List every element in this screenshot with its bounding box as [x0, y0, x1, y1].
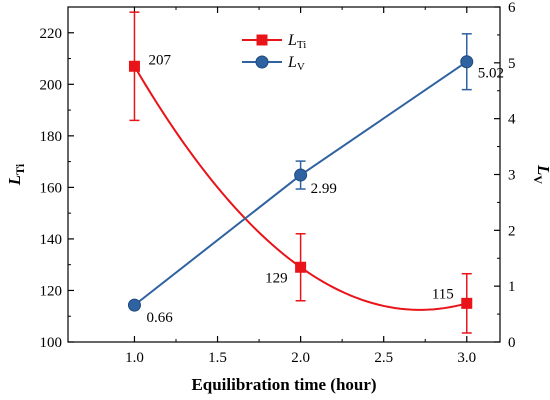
y-right-title-main: L: [534, 164, 550, 175]
y-left-tick-label: 100: [40, 335, 63, 351]
y-axis-right-title: LV: [531, 164, 550, 184]
legend-label-sub: V: [297, 61, 305, 73]
x-tick-label: 1.5: [208, 350, 227, 366]
y-left-title-sub: Ti: [13, 163, 27, 175]
y-left-tick-label: 180: [40, 129, 63, 145]
legend-marker-circle: [255, 55, 269, 69]
series-1: [128, 11, 473, 334]
y-right-tick-label: 6: [508, 0, 516, 16]
y-left-tick-label: 120: [40, 283, 63, 299]
y-left-tick-label: 140: [40, 232, 63, 248]
y-right-tick-label: 1: [508, 279, 516, 295]
legend-label-main: L: [287, 32, 297, 49]
data-label: 2.99: [311, 181, 337, 197]
data-label: 5.02: [478, 66, 504, 82]
axis-ticks: 1.0 1.5 2.0 2.5 3.0 100 120 140 160 180 200 220 0 1 2 3…: [40, 0, 517, 366]
y-right-tick-label: 0: [508, 335, 516, 351]
legend-label-main: L: [287, 54, 297, 71]
legend-entry-1: LTi: [242, 32, 306, 51]
data-label: 115: [432, 286, 454, 302]
y-left-title-main: L: [5, 175, 24, 186]
x-tick-label: 3.0: [457, 350, 476, 366]
y-left-tick-label: 220: [40, 26, 63, 42]
y-axis-left-title: LTi: [5, 163, 27, 186]
series-group: [127, 11, 474, 334]
y-left-tick-label: 200: [40, 77, 63, 93]
y-right-tick-label: 3: [508, 168, 516, 184]
x-tick-label: 2.0: [291, 350, 310, 366]
legend-label: LTi: [287, 32, 306, 51]
y-right-tick-label: 4: [508, 112, 516, 128]
y-right-tick-label: 2: [508, 223, 516, 239]
data-label: 207: [148, 52, 171, 68]
x-axis-title: Equilibration time (hour): [191, 375, 376, 394]
data-point-circle: [460, 55, 474, 69]
y-left-tick-label: 160: [40, 180, 63, 196]
legend-entry-2: LV: [242, 54, 305, 73]
data-label: 129: [265, 270, 288, 286]
legend-label: LV: [287, 54, 305, 73]
data-point-square: [128, 60, 140, 72]
y-right-tick-label: 5: [508, 56, 516, 72]
legend-label-sub: Ti: [297, 39, 306, 51]
x-tick-label: 1.0: [125, 350, 144, 366]
x-tick-label: 2.5: [374, 350, 393, 366]
data-point-square: [295, 261, 307, 273]
data-point-circle: [294, 168, 308, 182]
data-labels: 207 129 115 0.66 2.99 5.02: [146, 52, 504, 326]
series-2: [127, 33, 474, 312]
legend-marker-square: [256, 34, 268, 46]
data-label: 0.66: [146, 310, 173, 326]
y-right-title-sub: V: [531, 175, 545, 184]
data-point-circle: [127, 298, 141, 312]
data-point-square: [461, 297, 473, 309]
